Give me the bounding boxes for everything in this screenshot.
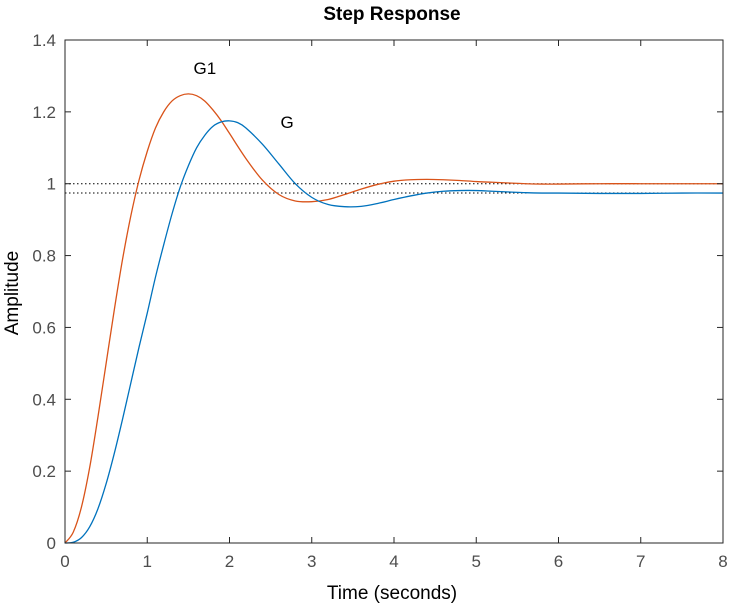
chart-title: Step Response (323, 4, 460, 25)
y-tick-label: 1 (47, 175, 56, 194)
y-axis-title: Amplitude (2, 251, 23, 336)
ticks: 0 1 2 3 4 5 6 7 8 0 0.2 0.4 0.6 0.8 1 1.2 1.4 (32, 31, 727, 571)
annotations: G1 G (193, 59, 293, 132)
x-tick-label: 8 (718, 552, 727, 571)
y-tick-label: 1.4 (32, 31, 56, 50)
y-tick-label: 0.2 (32, 462, 56, 481)
y-tick-label: 1.2 (32, 103, 56, 122)
x-axis-title: Time (seconds) (327, 583, 457, 604)
x-tick-label: 0 (60, 552, 69, 571)
y-tick-label: 0.4 (32, 390, 56, 409)
y-tick-label: 0 (47, 534, 56, 553)
x-tick-label: 6 (554, 552, 563, 571)
x-tick-label: 1 (143, 552, 152, 571)
x-tick-label: 7 (636, 552, 645, 571)
series-line-g (64, 120, 724, 544)
series-annotation-g: G (280, 113, 293, 132)
plot-frame (64, 39, 724, 544)
series-line-g1 (64, 93, 723, 544)
x-tick-label: 4 (389, 552, 398, 571)
x-tick-label: 2 (225, 552, 234, 571)
reference-lines (65, 183, 723, 194)
x-tick-label: 5 (472, 552, 481, 571)
x-tick-label: 3 (307, 552, 316, 571)
y-tick-label: 0.8 (32, 247, 56, 266)
y-tick-label: 0.6 (32, 318, 56, 337)
series-layer (64, 93, 724, 544)
series-annotation-g1: G1 (193, 59, 216, 78)
